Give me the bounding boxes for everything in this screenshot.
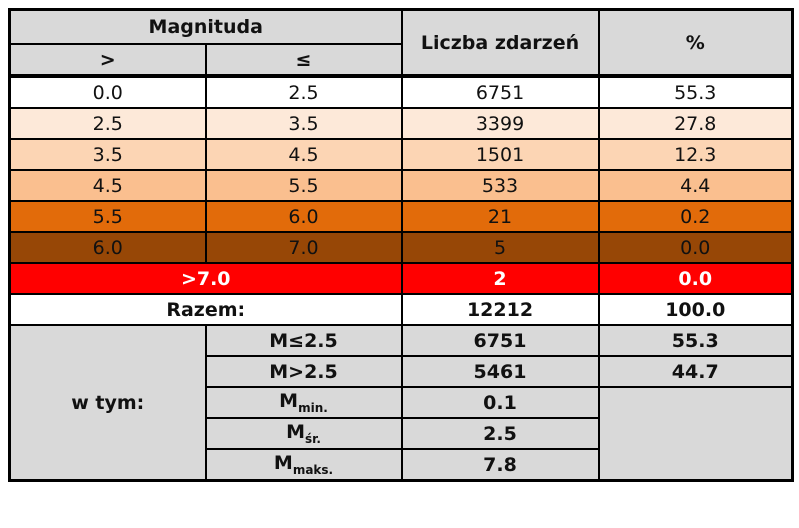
breakdown-row: Mmaks. 7.8	[10, 448, 793, 482]
cell: w tym:	[8, 324, 207, 482]
cell: Mmin.	[204, 386, 403, 419]
cell: 2.5	[400, 417, 600, 450]
symbol: M	[279, 390, 299, 413]
above-row: >7.0 2 0.0	[8, 262, 794, 295]
header-row: Magnituda Liczba zdarzeń %	[8, 8, 794, 78]
cell: 7.8	[400, 448, 600, 482]
cell: 4.5	[8, 169, 207, 202]
total-row: Razem: 12212 100.0	[8, 293, 794, 326]
cell: 21	[400, 200, 600, 233]
cell: 3399	[400, 107, 600, 140]
data-row: 2.5 3.5 3399 27.8	[8, 107, 794, 140]
cell: 12212	[400, 293, 600, 326]
cell: 0.1	[400, 386, 600, 419]
cell: 2.5	[8, 107, 207, 140]
cell: 2	[400, 262, 600, 295]
cell: 4.4	[597, 169, 794, 202]
data-row: 0.0 2.5 6751 55.3	[8, 75, 794, 109]
breakdown-row: Mmin. 0.1	[10, 386, 794, 482]
header-cell: %	[597, 8, 794, 78]
cell: 100.0	[597, 293, 794, 326]
cell: 3.5	[204, 107, 403, 140]
breakdown-row: w tym: M≤2.5 6751 55.3	[8, 324, 794, 482]
subscript: maks.	[292, 462, 334, 477]
breakdown-row: Mśr. 2.5	[10, 417, 793, 450]
cell: 5.5	[8, 200, 207, 233]
data-row: 4.5 5.5 533 4.4	[8, 169, 794, 202]
cell: 0.0	[597, 231, 794, 264]
cell: 0.0	[597, 262, 794, 295]
subscript: min.	[298, 400, 328, 415]
empty-cell	[597, 386, 794, 482]
data-row: 6.0 7.0 5 0.0	[8, 231, 794, 264]
cell: 3.5	[8, 138, 207, 171]
breakdown-row: M>2.5 5461 44.7	[10, 355, 794, 388]
data-row: 3.5 4.5 1501 12.3	[8, 138, 794, 171]
cell: 2.5	[204, 75, 403, 109]
data-row: 5.5 6.0 21 0.2	[8, 200, 794, 233]
cell: Mśr.	[204, 417, 403, 450]
cell: 0.2	[597, 200, 794, 233]
cell: Mmaks.	[204, 448, 403, 482]
cell: Razem:	[8, 293, 403, 326]
cell: 44.7	[597, 355, 794, 388]
header-cell: >	[8, 43, 207, 78]
cell: 55.3	[597, 75, 794, 109]
header-cell: Liczba zdarzeń	[400, 8, 600, 78]
cell: >7.0	[8, 262, 403, 295]
cell: M≤2.5	[204, 324, 403, 357]
cell: 533	[400, 169, 600, 202]
cell: 12.3	[597, 138, 794, 171]
cell: 5461	[400, 355, 600, 388]
magnitude-table: Magnituda Liczba zdarzeń % > ≤ 0.0 2.5 675…	[8, 8, 794, 482]
cell: 55.3	[597, 324, 794, 357]
symbol: M	[286, 421, 305, 444]
cell: 5.5	[204, 169, 403, 202]
cell: 5	[400, 231, 600, 264]
cell: M>2.5	[204, 355, 403, 388]
subscript: śr.	[305, 431, 321, 446]
cell: 6751	[400, 324, 600, 357]
cell: 27.8	[597, 107, 794, 140]
cell: 0.0	[8, 75, 207, 109]
symbol: M	[273, 452, 293, 475]
header-cell: Magnituda	[8, 8, 403, 45]
cell: 1501	[400, 138, 600, 171]
cell: 6.0	[8, 231, 207, 264]
cell: 4.5	[204, 138, 403, 171]
cell: 6.0	[204, 200, 403, 233]
cell: 6751	[400, 75, 600, 109]
cell: 7.0	[204, 231, 403, 264]
header-cell: ≤	[204, 43, 403, 78]
